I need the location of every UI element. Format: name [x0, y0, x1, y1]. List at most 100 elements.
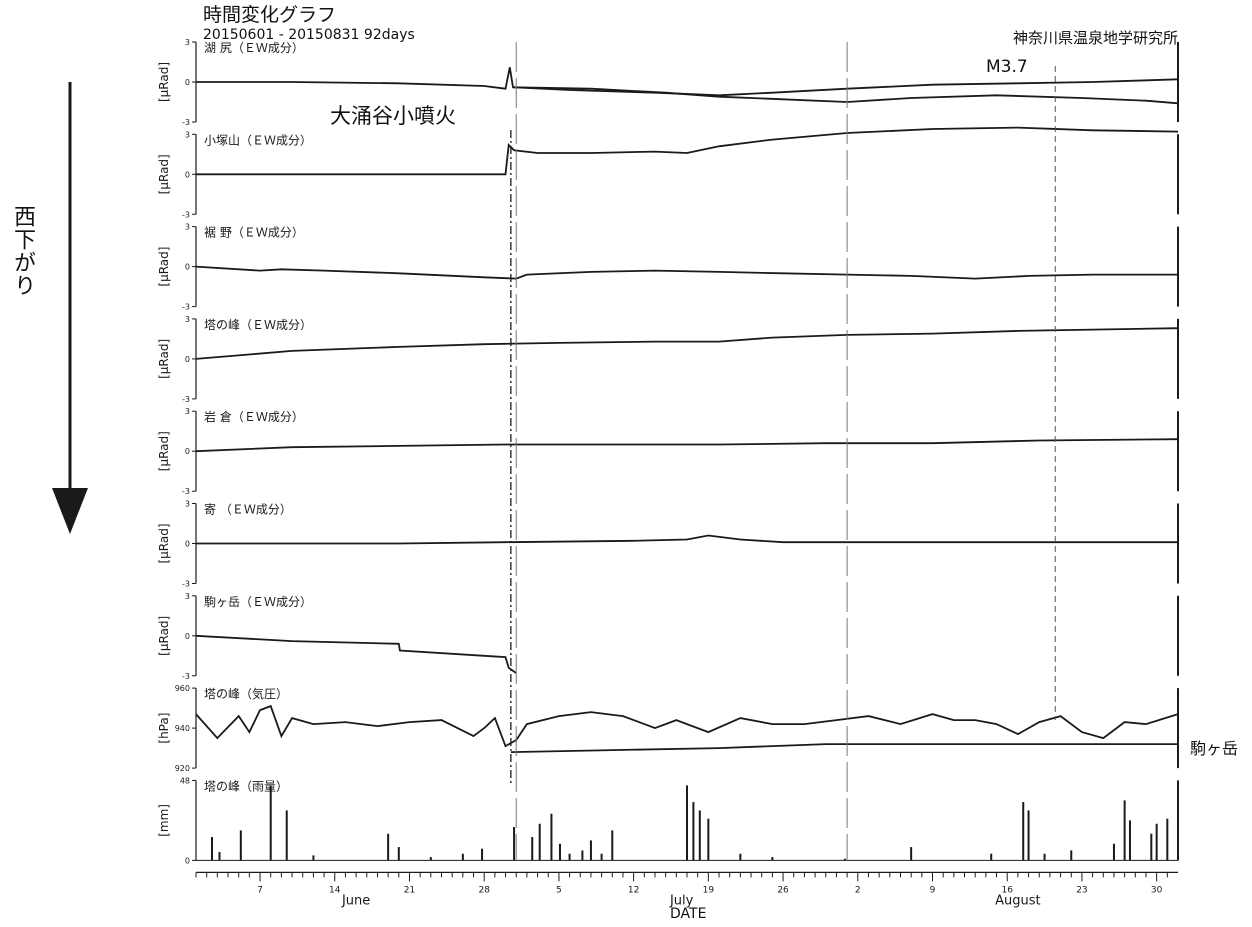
- direction-arrow-head: [52, 488, 88, 534]
- rain-bar: [218, 852, 221, 861]
- rain-bar: [481, 848, 484, 861]
- panel-title: 湖 尻（ＥＷ成分）: [204, 40, 304, 55]
- y-tick-label: 940: [175, 724, 190, 733]
- y-tick-label: 960: [175, 684, 190, 693]
- panel-y-label: [mm]: [157, 804, 171, 837]
- panel-y-label: [μRad]: [157, 616, 171, 656]
- panel-title: 岩 倉（ＥＷ成分）: [204, 409, 304, 424]
- x-tick-label: 28: [478, 885, 490, 895]
- rain-bar: [538, 823, 541, 861]
- series-line: [195, 704, 1179, 748]
- rain-bar: [910, 847, 913, 861]
- x-tick-label: 23: [1076, 885, 1087, 895]
- x-axis-title: DATE: [670, 906, 707, 922]
- series-line: [196, 534, 1178, 545]
- y-tick-label: 3: [185, 592, 190, 601]
- rain-bar: [513, 827, 516, 861]
- y-tick-label: 0: [185, 78, 190, 87]
- x-tick-label: 5: [556, 885, 562, 895]
- panel-title: 寄 （ＥＷ成分）: [204, 502, 292, 517]
- x-month-label: June: [341, 893, 370, 908]
- series-line: [195, 438, 1179, 453]
- rain-bar: [600, 853, 603, 861]
- rain-bar: [1112, 843, 1115, 861]
- rain-bar: [558, 843, 561, 861]
- rain-bar: [1166, 818, 1169, 861]
- y-tick-label: 0: [185, 263, 190, 272]
- y-tick-label: -3: [182, 672, 190, 681]
- rain-bar: [611, 830, 614, 861]
- panel-6: [192, 595, 1179, 677]
- panel-y-label: [hPa]: [157, 713, 171, 744]
- rain-bar: [698, 810, 701, 861]
- panel-title: 小塚山（ＥＷ成分）: [204, 133, 312, 147]
- panel-5: [192, 503, 1179, 584]
- series-line: [195, 327, 1179, 360]
- y-tick-label: 3: [185, 130, 190, 139]
- y-tick-label: 0: [185, 447, 190, 456]
- rain-bar: [739, 853, 742, 861]
- panel-4: [192, 410, 1179, 492]
- panel-y-label: [μRad]: [157, 523, 171, 563]
- series-line-secondary: [510, 743, 1178, 753]
- rain-bar: [990, 853, 993, 861]
- y-tick-label: 0: [185, 632, 190, 641]
- y-tick-label: 3: [185, 38, 190, 47]
- rain-bar: [269, 785, 272, 861]
- y-tick-label: -3: [182, 487, 190, 496]
- panel-1: [192, 126, 1179, 215]
- rain-bar: [1155, 823, 1158, 861]
- panel-y-label: [μRad]: [157, 339, 171, 379]
- series-line: [195, 265, 1178, 280]
- series-line: [196, 67, 1179, 97]
- y-tick-label: -3: [182, 118, 190, 127]
- station-label-right: 駒ヶ岳: [1190, 739, 1239, 758]
- panel-3: [192, 318, 1179, 400]
- x-tick-label: 26: [777, 885, 789, 895]
- rain-bar: [1128, 820, 1131, 861]
- panel-y-label: [μRad]: [157, 431, 171, 471]
- rain-bar: [581, 850, 584, 861]
- rain-bar: [531, 837, 534, 861]
- panel-title: 塔の峰（ＥＷ成分）: [204, 318, 312, 332]
- panel-title: 裾 野（ＥＷ成分）: [204, 225, 304, 240]
- institute-name: 神奈川県温泉地学研究所: [1012, 29, 1178, 47]
- x-tick-label: 7: [257, 885, 263, 895]
- date-range: 20150601 - 20150831 92days: [203, 27, 415, 43]
- x-tick-label: 14: [329, 885, 341, 895]
- x-month-label: August: [995, 893, 1041, 908]
- rain-bar: [568, 853, 571, 861]
- panel-title: 塔の峰（気圧）: [204, 686, 288, 701]
- panel-y-label: [μRad]: [157, 62, 171, 102]
- rain-bar: [461, 853, 464, 861]
- panel-title: 駒ヶ岳（ＥＷ成分）: [204, 595, 312, 609]
- rain-bar: [1027, 810, 1030, 861]
- y-tick-label: 0: [185, 856, 190, 865]
- series-line: [196, 126, 1179, 176]
- rain-bar: [1043, 853, 1046, 861]
- rain-bar: [1070, 850, 1073, 861]
- rain-bar: [1150, 833, 1153, 861]
- y-tick-label: 0: [185, 355, 190, 364]
- y-tick-label: 3: [185, 407, 190, 416]
- y-tick-label: -3: [182, 395, 190, 404]
- y-tick-label: 0: [185, 540, 190, 549]
- x-tick-label: 16: [1001, 885, 1013, 895]
- y-tick-label: -3: [182, 580, 190, 589]
- y-tick-label: 3: [185, 500, 190, 509]
- y-tick-label: 3: [185, 315, 190, 324]
- rain-bar: [550, 813, 553, 861]
- panel-y-label: [μRad]: [157, 154, 171, 194]
- x-tick-label: 9: [930, 885, 936, 895]
- rain-bar: [589, 840, 592, 861]
- y-tick-label: 0: [185, 170, 190, 179]
- x-tick-label: 2: [855, 885, 861, 895]
- rain-bar: [387, 833, 390, 861]
- rain-bar: [686, 785, 688, 861]
- rain-bar: [771, 857, 774, 861]
- direction-label: 西下がり: [10, 205, 35, 297]
- y-tick-label: -3: [182, 210, 190, 219]
- x-month-label: July: [669, 893, 694, 908]
- panel-title: 塔の峰（雨量）: [204, 779, 288, 793]
